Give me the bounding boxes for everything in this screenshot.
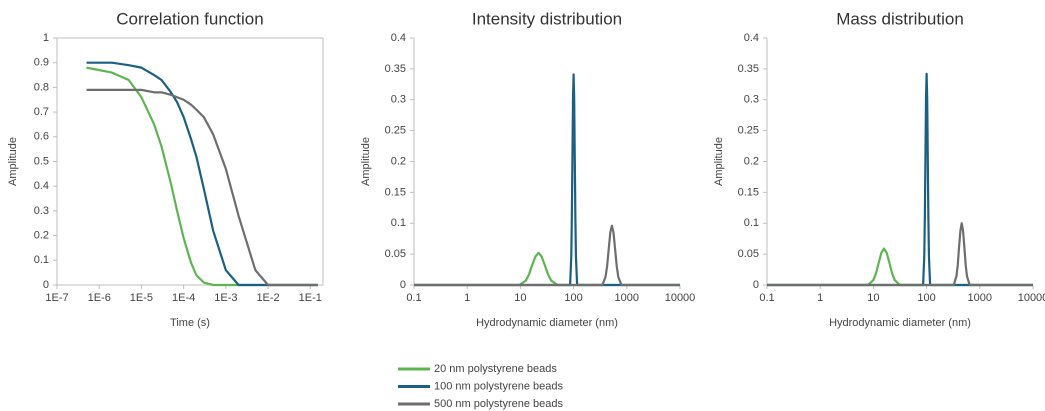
x-axis-label: Hydrodynamic diameter (nm) (829, 317, 971, 329)
x-tick-label: 1E-2 (256, 292, 279, 304)
chart-title: Correlation function (116, 9, 263, 28)
x-tick-label: 1E-3 (214, 292, 237, 304)
y-tick-label: 0.2 (744, 155, 759, 167)
series-line (767, 72, 1033, 287)
series-line (767, 247, 1033, 287)
y-tick-label: 0.9 (34, 57, 49, 69)
x-tick-label: 1E-6 (88, 292, 111, 304)
y-tick-label: 0.3 (391, 94, 406, 106)
y-tick-label: 0 (43, 279, 49, 291)
x-tick-label: 1E-1 (299, 292, 322, 304)
x-tick-label: 1E-7 (45, 292, 68, 304)
y-tick-label: 0.4 (744, 32, 759, 44)
series-line (86, 66, 318, 287)
y-tick-label: 0.3 (744, 94, 759, 106)
y-tick-label: 0 (400, 279, 406, 291)
y-tick-label: 0.1 (34, 254, 49, 266)
x-tick-label: 10000 (1018, 292, 1045, 304)
y-axis-label: Amplitude (7, 137, 19, 186)
x-tick-label: 1E-4 (172, 292, 195, 304)
y-tick-label: 0.2 (391, 155, 406, 167)
series-line (414, 251, 680, 287)
panel: Mass distribution Hydrodynamic diameter (… (713, 9, 1045, 328)
x-tick-label: 1000 (968, 292, 992, 304)
x-tick-label: 0.1 (759, 292, 774, 304)
y-tick-label: 0.25 (738, 125, 759, 137)
x-tick-label: 1000 (615, 292, 639, 304)
y-tick-label: 0.3 (34, 205, 49, 217)
series-line (767, 222, 1033, 287)
legend: 20 nm polystyrene beads 100 nm polystyren… (398, 363, 564, 410)
y-tick-label: 0.4 (34, 180, 49, 192)
y-tick-label: 0.1 (744, 217, 759, 229)
legend-label: 20 nm polystyrene beads (434, 363, 557, 375)
y-tick-label: 0.1 (391, 217, 406, 229)
y-tick-label: 0.35 (738, 63, 759, 75)
x-tick-label: 10 (514, 292, 526, 304)
x-tick-label: 1E-5 (130, 292, 153, 304)
series-line (86, 61, 318, 287)
legend-label: 100 nm polystyrene beads (434, 380, 564, 392)
y-tick-label: 0 (753, 279, 759, 291)
y-tick-label: 1 (43, 32, 49, 44)
x-tick-label: 10000 (665, 292, 696, 304)
series-line (86, 88, 318, 287)
series-line (414, 224, 680, 287)
x-tick-label: 10 (867, 292, 879, 304)
x-tick-label: 1 (817, 292, 823, 304)
y-tick-label: 0.6 (34, 131, 49, 143)
y-axis-label: Amplitude (360, 137, 372, 186)
legend-label: 500 nm polystyrene beads (434, 398, 564, 410)
panel: Correlation function Time (s) Amplitude 0 0.… (7, 9, 324, 329)
x-axis-label: Time (s) (170, 317, 210, 329)
y-tick-label: 0.5 (34, 155, 49, 167)
y-tick-label: 0.15 (738, 186, 759, 198)
y-tick-label: 0.8 (34, 81, 49, 93)
series-line (414, 73, 680, 287)
x-tick-label: 1 (464, 292, 470, 304)
y-tick-label: 0.15 (385, 186, 406, 198)
panel: Intensity distribution Hydrodynamic diame… (360, 9, 695, 328)
y-tick-label: 0.7 (34, 106, 49, 118)
y-tick-label: 0.05 (738, 248, 759, 260)
chart-title: Intensity distribution (472, 9, 622, 28)
x-axis-label: Hydrodynamic diameter (nm) (476, 317, 618, 329)
chart-title: Mass distribution (836, 9, 964, 28)
y-tick-label: 0.25 (385, 125, 406, 137)
y-tick-label: 0.2 (34, 230, 49, 242)
y-tick-label: 0.35 (385, 63, 406, 75)
y-axis-label: Amplitude (713, 137, 725, 186)
y-tick-label: 0.4 (391, 32, 406, 44)
x-tick-label: 100 (564, 292, 582, 304)
x-tick-label: 100 (917, 292, 935, 304)
x-tick-label: 0.1 (406, 292, 421, 304)
plot-frame (56, 37, 324, 286)
y-tick-label: 0.05 (385, 248, 406, 260)
